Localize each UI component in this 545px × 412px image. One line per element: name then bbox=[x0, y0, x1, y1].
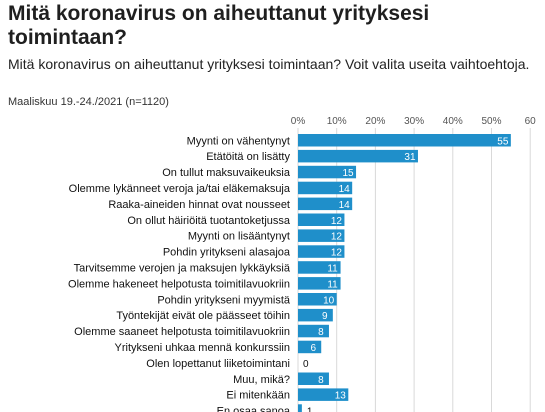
survey-period-note: Maaliskuu 19.-24./2021 (n=1120) bbox=[8, 96, 169, 108]
bar bbox=[298, 134, 511, 147]
x-axis-ticks: 0% 10% 20% 30% 40% 50% 60 bbox=[291, 116, 536, 127]
bar bbox=[298, 181, 353, 195]
category-label: On tullut maksuvaikeuksia bbox=[162, 167, 291, 179]
bar bbox=[298, 388, 349, 401]
data-label: 0 bbox=[303, 359, 309, 370]
category-label: Etätöitä on lisätty bbox=[206, 151, 290, 163]
category-label: On ollut häiriöitä tuotantoketjussa bbox=[127, 215, 291, 227]
gridlines bbox=[297, 128, 531, 412]
x-tick-label: 60 bbox=[525, 116, 537, 127]
category-label: Pohdin yritykseni alasajoa bbox=[163, 247, 291, 259]
category-label: Olemme hakeneet helpotusta toimitilavuok… bbox=[68, 278, 290, 290]
bar bbox=[298, 324, 329, 338]
data-label: 11 bbox=[327, 263, 338, 274]
data-label: 1 bbox=[307, 407, 313, 412]
bars bbox=[298, 134, 511, 412]
category-label: Olemme lykänneet veroja ja/tai eläkemaks… bbox=[69, 183, 291, 195]
category-label: Työntekijät eivät ole päässeet töihin bbox=[116, 310, 290, 322]
data-label: 11 bbox=[327, 279, 338, 290]
bar bbox=[298, 229, 345, 242]
data-label: 8 bbox=[318, 327, 324, 338]
bar bbox=[298, 149, 418, 163]
x-tick-label: 20% bbox=[365, 116, 385, 127]
page-title: Mitä koronavirus on aiheuttanut yritykse… bbox=[8, 2, 430, 49]
x-tick-label: 0% bbox=[291, 116, 306, 127]
category-labels: Myynti on vähentynyt Etätöitä on lisätty O… bbox=[68, 135, 291, 412]
data-label: 55 bbox=[497, 136, 509, 147]
bar bbox=[298, 308, 333, 322]
bar bbox=[298, 293, 337, 306]
bar bbox=[298, 245, 345, 258]
data-label: 12 bbox=[331, 232, 343, 243]
x-tick-label: 40% bbox=[443, 116, 463, 127]
data-label: 14 bbox=[339, 200, 351, 211]
bar bbox=[298, 340, 322, 354]
data-label: 12 bbox=[331, 216, 343, 227]
bar bbox=[298, 261, 341, 274]
category-label: Pohdin yritykseni myymistä bbox=[157, 294, 291, 306]
category-label: Olen lopettanut liiketoimintani bbox=[146, 358, 290, 370]
bar bbox=[298, 372, 329, 385]
data-label: 12 bbox=[331, 248, 343, 259]
x-tick-label: 10% bbox=[327, 116, 347, 127]
category-label: En osaa sanoa bbox=[217, 406, 291, 412]
category-label: Ei mitenkään bbox=[226, 390, 290, 402]
category-label: Myynti on lisääntynyt bbox=[188, 231, 290, 243]
data-label: 14 bbox=[339, 184, 351, 195]
chart-subtitle: Mitä koronavirus on aiheuttanut yritykse… bbox=[8, 56, 530, 72]
data-label: 13 bbox=[335, 391, 347, 402]
data-labels: 553115141412121211111098608131 bbox=[303, 136, 509, 412]
category-label: Yritykseni uhkaa mennä konkurssiin bbox=[115, 342, 290, 354]
category-label: Raaka-aineiden hinnat ovat nousseet bbox=[108, 199, 290, 211]
bar bbox=[298, 197, 353, 211]
category-label: Tarvitsemme verojen ja maksujen lykkäyks… bbox=[74, 262, 291, 274]
data-label: 31 bbox=[404, 152, 416, 163]
category-label: Olemme saaneet helpotusta toimitilavuokr… bbox=[74, 326, 290, 338]
bar bbox=[298, 404, 302, 412]
data-label: 10 bbox=[323, 295, 335, 306]
x-tick-label: 50% bbox=[481, 116, 501, 127]
data-label: 8 bbox=[318, 375, 324, 386]
data-label: 9 bbox=[322, 311, 328, 322]
bar bbox=[298, 165, 357, 179]
bar bbox=[298, 213, 345, 226]
category-label: Myynti on vähentynyt bbox=[187, 135, 290, 147]
bar bbox=[298, 277, 341, 290]
category-label: Muu, mikä? bbox=[233, 374, 290, 386]
data-label: 6 bbox=[310, 343, 316, 354]
data-label: 15 bbox=[342, 168, 354, 179]
x-tick-label: 30% bbox=[404, 116, 424, 127]
